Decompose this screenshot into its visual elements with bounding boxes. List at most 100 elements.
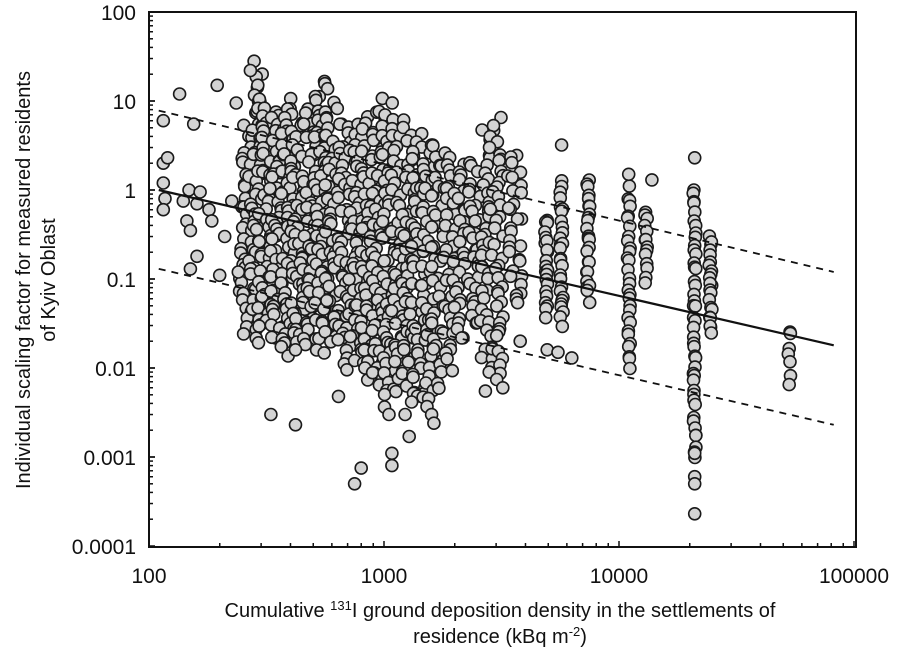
data-point — [645, 173, 659, 187]
y-tick-label: 100 — [101, 2, 136, 25]
x-axis-title-line1: Cumulative 131I ground deposition densit… — [224, 598, 776, 622]
data-point — [212, 268, 227, 283]
data-point — [343, 329, 358, 344]
data-point — [424, 220, 439, 234]
data-point — [432, 381, 446, 396]
data-point — [377, 254, 392, 268]
y-tick-label: 0.01 — [95, 358, 136, 381]
data-point — [183, 223, 198, 238]
x-tick-label: 1000 — [361, 565, 408, 588]
data-point — [494, 110, 508, 125]
data-point — [172, 87, 187, 101]
data-point — [476, 291, 491, 306]
data-point — [397, 228, 411, 243]
data-point — [309, 93, 323, 108]
data-point — [322, 279, 336, 294]
data-point — [406, 370, 420, 385]
data-point — [288, 417, 303, 432]
data-point — [231, 265, 246, 279]
regression-lines — [158, 109, 834, 426]
data-point — [385, 446, 399, 461]
data-point — [512, 254, 527, 268]
data-point — [331, 389, 346, 404]
data-point — [330, 101, 345, 116]
data-point — [428, 208, 443, 222]
data-point — [414, 278, 429, 293]
data-point — [638, 276, 653, 290]
data-point — [401, 355, 416, 369]
data-point — [182, 183, 196, 197]
data-point — [265, 232, 279, 246]
x-axis-title-line2: residence (kBq m-2) — [413, 624, 587, 648]
x-axis-tick-labels: 100 1000 10000 100000 — [131, 565, 889, 588]
data-point — [396, 120, 411, 135]
data-point — [582, 295, 597, 310]
data-point — [504, 155, 519, 170]
data-point — [510, 212, 525, 226]
data-point — [288, 342, 303, 357]
data-point — [156, 176, 171, 190]
data-points — [156, 54, 798, 521]
data-point — [331, 190, 346, 205]
data-point — [424, 189, 439, 203]
x-tick-label: 100 — [131, 565, 166, 588]
data-point — [687, 506, 702, 521]
data-point — [382, 407, 396, 422]
data-point — [354, 461, 369, 475]
data-point — [405, 151, 420, 166]
data-point — [461, 185, 476, 199]
regression-line — [158, 188, 834, 347]
data-point — [347, 476, 362, 491]
y-tick-label: 0.0001 — [72, 536, 136, 559]
x-axis-title: Cumulative 131I ground deposition densit… — [150, 598, 850, 650]
data-point — [385, 458, 399, 473]
data-point — [318, 178, 333, 192]
data-point — [340, 362, 354, 377]
data-point — [229, 96, 243, 110]
data-point — [156, 202, 171, 217]
data-point — [301, 155, 316, 169]
x-tick-label: 10000 — [590, 565, 648, 588]
data-point — [489, 299, 504, 313]
data-point — [426, 139, 440, 153]
data-point — [249, 222, 264, 237]
data-point — [365, 323, 380, 338]
data-point — [704, 326, 719, 340]
data-point — [688, 261, 703, 276]
data-point — [489, 328, 504, 343]
data-point — [183, 262, 198, 276]
data-point — [452, 234, 467, 249]
y-axis-tick-labels: 100 10 1 0.1 0.01 0.001 0.0001 — [72, 2, 136, 559]
data-point — [424, 316, 439, 330]
data-point — [782, 377, 797, 392]
data-point — [398, 407, 412, 422]
data-point — [688, 397, 703, 412]
data-point — [190, 249, 204, 264]
y-tick-label: 0.001 — [83, 447, 136, 470]
data-point — [426, 342, 441, 356]
data-point — [555, 319, 570, 334]
data-point — [385, 96, 400, 110]
data-point — [264, 407, 278, 422]
data-point — [320, 293, 334, 308]
data-point — [513, 334, 528, 349]
data-point — [501, 201, 516, 215]
data-point — [404, 395, 419, 409]
data-point — [377, 387, 392, 402]
data-point — [486, 118, 501, 133]
data-point — [331, 332, 345, 347]
data-point — [688, 428, 703, 443]
data-point — [384, 303, 399, 318]
data-point — [622, 179, 637, 193]
data-point — [551, 345, 565, 360]
data-point — [389, 384, 403, 399]
data-point — [540, 342, 555, 357]
data-point — [482, 140, 497, 155]
data-point — [492, 153, 506, 168]
data-point — [397, 342, 411, 357]
data-point — [320, 81, 335, 96]
data-point — [252, 319, 266, 333]
data-point — [447, 300, 462, 315]
data-point — [403, 307, 417, 321]
data-point — [487, 221, 502, 235]
